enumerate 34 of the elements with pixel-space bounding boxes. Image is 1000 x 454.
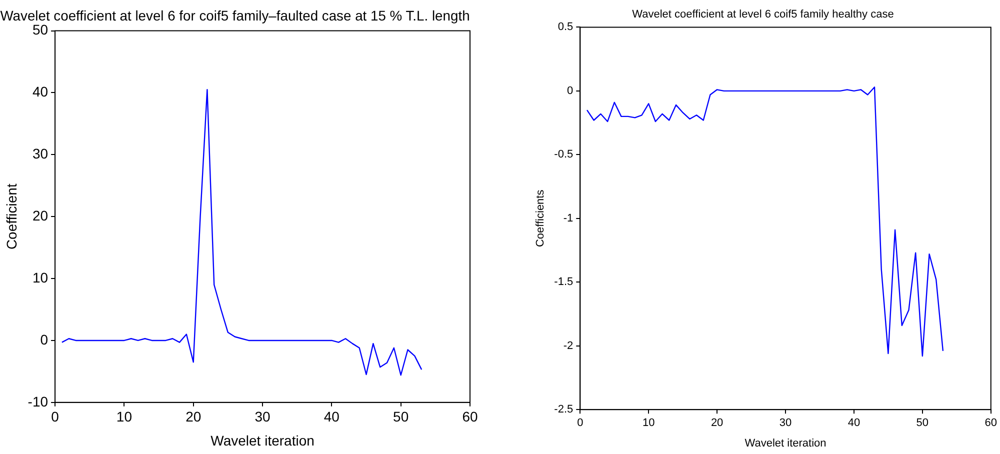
x-tick-label: 0 (577, 417, 584, 430)
y-tick-label: 40 (32, 84, 48, 100)
y-tick-label: 20 (32, 207, 48, 224)
x-axis-title: Wavelet iteration (210, 432, 314, 448)
x-tick-label: 0 (51, 408, 60, 425)
y-tick-label: -1 (563, 212, 574, 224)
y-tick-label: -2.5 (554, 404, 574, 416)
x-axis-title: Wavelet iteration (744, 437, 826, 450)
x-tick-label: 20 (710, 417, 724, 430)
y-tick-label: -0.5 (554, 148, 574, 161)
chart-title: Wavelet coefficient at level 6 coif5 family healthy case (632, 8, 894, 21)
x-tick-label: 60 (984, 417, 998, 430)
x-tick-label: 10 (116, 408, 132, 425)
x-tick-label: 20 (186, 408, 202, 425)
x-tick-label: 10 (642, 417, 655, 430)
x-tick-label: 50 (916, 417, 929, 430)
chart-title: Wavelet coefficient at level 6 for coif5 family–faulted case at 15 % T.L. length (0, 7, 470, 24)
y-tick-label: 50 (32, 22, 48, 38)
x-tick-label: 30 (779, 417, 792, 430)
y-tick-label: 0.5 (558, 21, 574, 34)
y-tick-label: -10 (28, 393, 48, 410)
y-axis-title: Coefficient (3, 184, 20, 250)
y-tick-label: -1.5 (554, 276, 574, 288)
y-axis-title: Coefficients (534, 189, 547, 248)
y-tick-label: -2 (563, 340, 574, 352)
x-tick-label: 60 (462, 408, 478, 425)
x-tick-label: 50 (393, 408, 409, 425)
x-tick-label: 40 (324, 408, 340, 425)
y-tick-label: 0 (567, 84, 574, 97)
x-tick-label: 40 (848, 417, 860, 430)
y-tick-label: 30 (32, 146, 48, 162)
y-tick-label: 10 (32, 269, 48, 286)
y-tick-label: 0 (40, 331, 48, 348)
x-tick-label: 30 (254, 408, 271, 425)
